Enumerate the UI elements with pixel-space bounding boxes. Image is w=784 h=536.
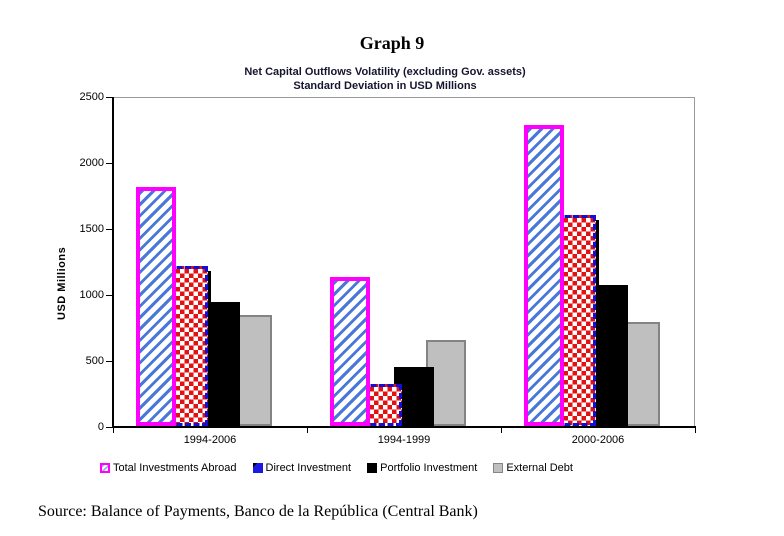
y-axis-tick-label: 2500 — [79, 91, 104, 103]
legend-item-direct-investment: Direct Investment — [252, 462, 352, 474]
legend-label: Direct Investment — [265, 462, 352, 474]
chart-subtitle: Standard Deviation in USD Millions — [293, 80, 477, 92]
bar-total-investments-abroad-2000-2006 — [524, 125, 564, 426]
bar-direct-investment-1994-2006 — [168, 266, 208, 426]
x-axis-tick — [307, 428, 308, 433]
x-axis-tick — [695, 428, 696, 433]
y-axis-tick — [106, 294, 113, 296]
y-axis-tick — [106, 228, 113, 230]
legend-label: Portfolio Investment — [380, 462, 478, 474]
y-axis-tick — [106, 162, 113, 164]
x-axis-category-label: 1994-2006 — [183, 434, 237, 446]
legend-item-total-investments-abroad: Total Investments Abroad — [100, 462, 237, 474]
bar-total-investments-abroad-1994-1999 — [330, 277, 370, 426]
legend-swatch-icon — [367, 463, 378, 473]
y-axis-tick-label: 0 — [97, 421, 104, 433]
source-text: Source: Balance of Payments, Banco de la… — [38, 503, 478, 520]
bar-total-investments-abroad-1994-2006 — [136, 187, 176, 426]
page-title: Graph 9 — [359, 33, 425, 53]
y-axis-tick — [106, 96, 113, 98]
legend-item-external-debt: External Debt — [493, 462, 573, 474]
x-axis-tick — [501, 428, 502, 433]
y-axis-tick-label: 2000 — [79, 157, 104, 169]
y-axis-tick — [106, 426, 113, 428]
legend-label: Total Investments Abroad — [113, 462, 237, 474]
y-axis-tick-label: 1000 — [79, 289, 104, 301]
legend-swatch-icon — [252, 463, 263, 473]
y-axis-line — [112, 97, 114, 428]
legend: Total Investments Abroad Direct Investmen… — [100, 462, 573, 474]
y-axis-tick — [106, 360, 113, 362]
y-axis-title: USD Millions — [56, 246, 68, 320]
y-axis-tick-label: 500 — [85, 355, 104, 367]
x-axis-category-label: 1994-1999 — [377, 434, 431, 446]
plot-area — [113, 97, 695, 427]
y-axis-tick-label: 1500 — [79, 223, 104, 235]
legend-item-portfolio-investment: Portfolio Investment — [367, 462, 477, 474]
chart-title: Net Capital Outflows Volatility (excludi… — [244, 66, 526, 78]
x-axis-category-label: 2000-2006 — [571, 434, 625, 446]
legend-label: External Debt — [506, 462, 573, 474]
legend-swatch-icon — [493, 463, 504, 473]
x-axis-line — [112, 426, 696, 428]
x-axis-tick — [113, 428, 114, 433]
legend-swatch-icon — [100, 463, 110, 473]
